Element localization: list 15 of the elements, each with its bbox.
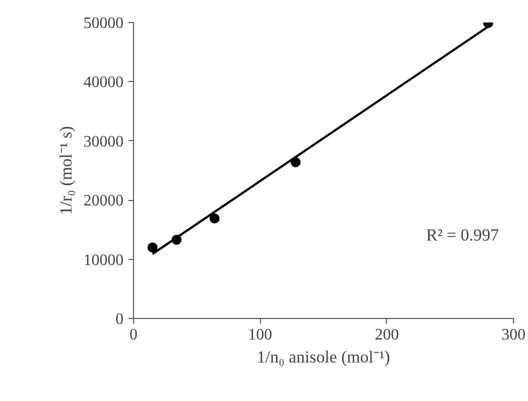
y-axis-title: 1/r₀ (mol⁻¹ s) bbox=[56, 126, 76, 215]
y-tick-label: 50000 bbox=[84, 15, 124, 32]
y-tick-label: 10000 bbox=[84, 252, 124, 269]
y-tick-label: 20000 bbox=[84, 192, 124, 210]
x-tick-label: 200 bbox=[374, 326, 399, 344]
point bbox=[210, 213, 220, 224]
point bbox=[148, 242, 158, 252]
y-tick-label: 40000 bbox=[84, 74, 124, 92]
x-tick-label: 300 bbox=[502, 326, 526, 344]
y-tick-label: 0 bbox=[116, 311, 124, 328]
x-tick-label: 100 bbox=[248, 326, 272, 344]
x-axis-title: 1/n₀ anisole (mol⁻¹) bbox=[256, 348, 390, 366]
y-tick-label: 30000 bbox=[84, 133, 124, 150]
x-tick-label: 0 bbox=[130, 326, 138, 344]
annotation: R² = 0.997 bbox=[426, 226, 500, 244]
